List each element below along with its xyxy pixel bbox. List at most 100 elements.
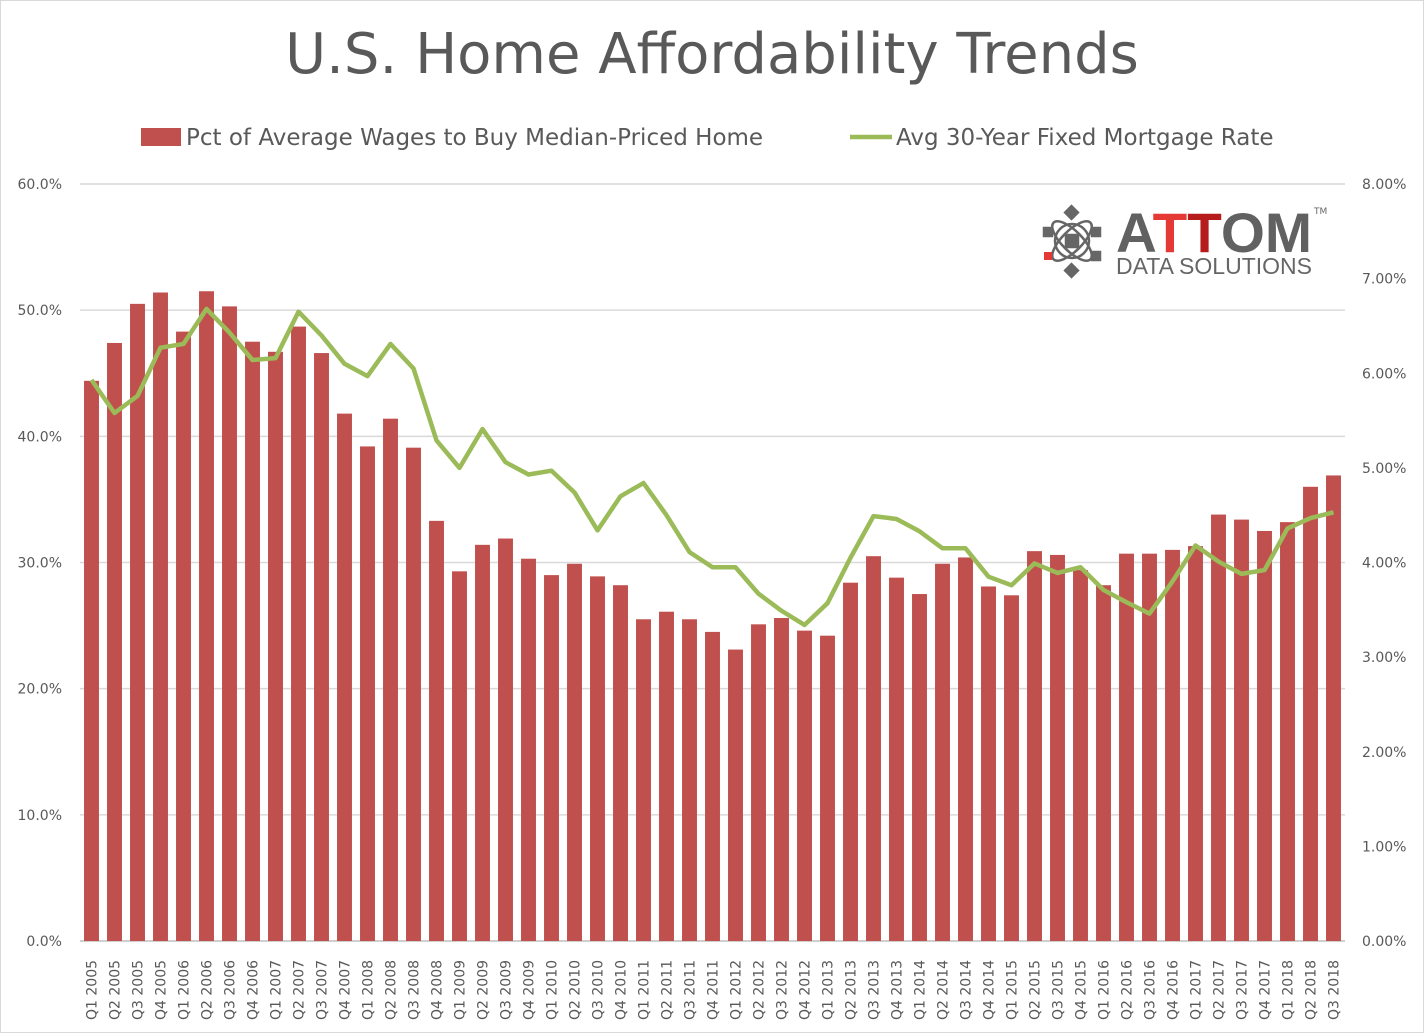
x-tick-label: Q4 2015 (1074, 960, 1090, 1020)
bar (268, 351, 283, 942)
x-tick-label: Q4 2007 (338, 960, 354, 1020)
left-tick-label: 30.0% (18, 556, 62, 572)
bar (1165, 549, 1180, 941)
legend-bar-label: Pct of Average Wages to Buy Median-Price… (186, 125, 763, 151)
x-tick-label: Q2 2009 (476, 960, 492, 1020)
bar (1073, 570, 1088, 941)
bar (590, 576, 605, 941)
bar (1050, 554, 1065, 941)
bar (636, 619, 651, 941)
right-tick-label: 5.00% (1362, 461, 1406, 477)
bar (337, 413, 352, 942)
attom-logo: ATTOM TM DATA SOLUTIONS (1042, 201, 1327, 279)
bar (153, 292, 168, 942)
bar (1096, 585, 1111, 941)
logo-network-icon (1042, 204, 1102, 279)
x-tick-label: Q4 2012 (798, 960, 814, 1020)
bar (429, 520, 444, 941)
x-tick-label: Q3 2009 (499, 960, 515, 1020)
bar (176, 331, 191, 941)
bar (475, 544, 490, 941)
x-tick-label: Q3 2013 (867, 960, 883, 1020)
x-tick-label: Q4 2014 (982, 960, 998, 1020)
bar (866, 556, 881, 941)
x-tick-label: Q2 2010 (568, 960, 584, 1020)
bar (1280, 522, 1295, 941)
x-tick-label: Q3 2008 (407, 960, 423, 1020)
left-tick-label: 10.0% (18, 808, 62, 824)
legend-line-label: Avg 30-Year Fixed Mortgage Rate (896, 125, 1274, 151)
bar (1257, 530, 1272, 941)
x-tick-label: Q2 2006 (200, 960, 216, 1020)
bar (544, 575, 559, 941)
x-tick-label: Q1 2015 (1005, 960, 1021, 1020)
x-tick-label: Q3 2011 (683, 960, 699, 1020)
left-tick-label: 0.0% (26, 934, 62, 950)
bar (360, 446, 375, 941)
bar (1119, 553, 1134, 941)
x-tick-label: Q1 2005 (85, 960, 101, 1020)
x-tick-label: Q1 2016 (1097, 960, 1113, 1020)
bar (498, 538, 513, 941)
x-tick-label: Q1 2009 (453, 960, 469, 1020)
chart-title: U.S. Home Affordability Trends (285, 22, 1139, 87)
bar (1303, 486, 1318, 941)
x-tick-label: Q2 2018 (1304, 960, 1320, 1020)
svg-text:TM: TM (1313, 207, 1327, 217)
x-tick-label: Q3 2014 (959, 960, 975, 1020)
x-tick-label: Q2 2016 (1120, 960, 1136, 1020)
right-tick-label: 3.00% (1362, 650, 1406, 666)
right-tick-label: 6.00% (1362, 366, 1406, 382)
x-tick-label: Q1 2008 (361, 960, 377, 1020)
bar (1188, 546, 1203, 941)
x-tick-label: Q1 2010 (545, 960, 561, 1020)
x-tick-label: Q2 2008 (384, 960, 400, 1020)
bar (728, 649, 743, 941)
x-tick-label: Q3 2017 (1235, 960, 1251, 1020)
right-tick-label: 8.00% (1362, 177, 1406, 193)
x-tick-label: Q3 2010 (591, 960, 607, 1020)
x-tick-label: Q4 2005 (154, 960, 170, 1020)
svg-text:DATA SOLUTIONS: DATA SOLUTIONS (1116, 253, 1312, 279)
right-tick-label: 7.00% (1362, 272, 1406, 288)
svg-text:ATTOM: ATTOM (1116, 201, 1312, 264)
left-tick-label: 60.0% (18, 177, 62, 193)
x-tick-label: Q3 2005 (131, 960, 147, 1020)
bar (797, 630, 812, 941)
x-tick-label: Q1 2012 (729, 960, 745, 1020)
x-tick-label: Q3 2012 (775, 960, 791, 1020)
x-tick-label: Q2 2005 (108, 960, 124, 1020)
bar (958, 557, 973, 941)
bar (383, 418, 398, 941)
bar (659, 611, 674, 941)
x-tick-label: Q4 2011 (706, 960, 722, 1020)
bar (843, 582, 858, 941)
bar (452, 571, 467, 941)
bar (1326, 475, 1341, 941)
bar (912, 594, 927, 941)
bar (981, 586, 996, 941)
bar (1234, 519, 1249, 941)
bar (406, 447, 421, 941)
right-tick-label: 4.00% (1362, 556, 1406, 572)
left-tick-label: 20.0% (18, 682, 62, 698)
x-tick-label: Q3 2007 (315, 960, 331, 1020)
bar (222, 306, 237, 941)
bar (291, 326, 306, 941)
bar (889, 577, 904, 941)
x-tick-label: Q4 2009 (522, 960, 538, 1020)
x-tick-label: Q3 2015 (1051, 960, 1067, 1020)
bar (1027, 551, 1042, 941)
left-tick-label: 40.0% (18, 429, 62, 445)
bar (935, 563, 950, 941)
bar (820, 635, 835, 941)
x-tick-label: Q2 2014 (936, 960, 952, 1020)
bar (682, 619, 697, 941)
bar (130, 303, 145, 941)
x-tick-label: Q2 2015 (1028, 960, 1044, 1020)
right-tick-label: 2.00% (1362, 745, 1406, 761)
x-tick-label: Q2 2011 (660, 960, 676, 1020)
x-tick-label: Q2 2017 (1212, 960, 1228, 1020)
bar (1142, 553, 1157, 941)
